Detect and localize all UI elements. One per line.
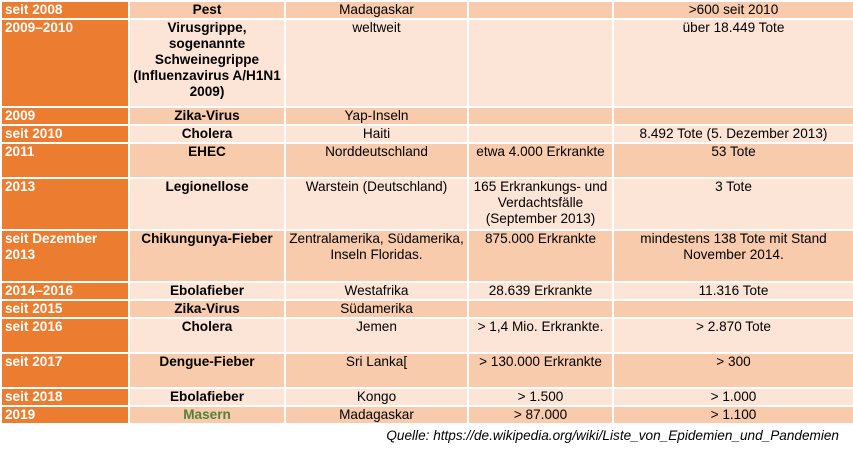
cases-cell [467,124,614,144]
region-cell: Haiti [284,124,469,144]
cases-cell [467,106,614,126]
cases-cell: > 87.000 [467,405,614,425]
table-row: seit Dezember 2013 Chikungunya-Fieber Ze… [0,229,853,283]
region-cell: Yap-Inseln [284,106,469,126]
cases-cell: 165 Erkrankungs- und Verdachtsfälle (Sep… [467,177,614,231]
year-cell: 2014–2016 [0,281,130,301]
disease-cell: Virusgrippe, sogenannte Schweinegrippe (… [128,18,286,108]
cases-cell [467,299,614,319]
disease-cell: Ebolafieber [128,281,286,301]
deaths-cell: über 18.449 Tote [612,18,853,108]
cases-cell [467,0,614,20]
deaths-cell: mindestens 138 Tote mit Stand November 2… [612,229,853,283]
region-cell: Madagaskar [284,405,469,425]
disease-cell: Masern [128,405,286,425]
year-cell: 2009–2010 [0,18,130,108]
deaths-cell: > 2.870 Tote [612,317,853,354]
region-cell: Zentralamerika, Südamerika, Inseln Flori… [284,229,469,283]
year-cell: seit Dezember 2013 [0,229,130,283]
table-row: seit 2017 Dengue-Fieber Sri Lanka[ > 130… [0,352,853,389]
region-cell: Norddeutschland [284,142,469,179]
cases-cell: > 1.500 [467,387,614,407]
disease-cell: Cholera [128,317,286,354]
deaths-cell: > 1.100 [612,405,853,425]
region-cell: Warstein (Deutschland) [284,177,469,231]
region-cell: Madagaskar [284,0,469,20]
region-cell: Sri Lanka[ [284,352,469,389]
region-cell: Jemen [284,317,469,354]
deaths-cell: > 1.000 [612,387,853,407]
table-row: seit 2010 Cholera Haiti 8.492 Tote (5. D… [0,124,853,144]
disease-cell: Zika-Virus [128,299,286,319]
table-row: 2009–2010 Virusgrippe, sogenannte Schwei… [0,18,853,108]
year-cell: seit 2018 [0,387,130,407]
epidemics-table: seit 2008 Pest Madagaskar >600 seit 2010… [0,0,853,425]
source-caption: Quelle: https://de.wikipedia.org/wiki/Li… [386,428,839,443]
disease-cell: EHEC [128,142,286,179]
region-cell: weltweit [284,18,469,108]
disease-cell: Chikungunya-Fieber [128,229,286,283]
year-cell: seit 2016 [0,317,130,354]
table-row: 2009 Zika-Virus Yap-Inseln [0,106,853,126]
deaths-cell: 11.316 Tote [612,281,853,301]
year-cell: seit 2015 [0,299,130,319]
deaths-cell: 3 Tote [612,177,853,231]
disease-cell: Legionellose [128,177,286,231]
disease-cell: Cholera [128,124,286,144]
region-cell: Kongo [284,387,469,407]
table-row: 2013 Legionellose Warstein (Deutschland)… [0,177,853,231]
deaths-cell: > 300 [612,352,853,389]
deaths-cell [612,299,853,319]
year-cell: 2019 [0,405,130,425]
table-row: 2019 Masern Madagaskar > 87.000 > 1.100 [0,405,853,425]
year-cell: 2011 [0,142,130,179]
year-cell: seit 2010 [0,124,130,144]
table-row: seit 2015 Zika-Virus Südamerika [0,299,853,319]
table-row: seit 2008 Pest Madagaskar >600 seit 2010 [0,0,853,20]
deaths-cell: 8.492 Tote (5. Dezember 2013) [612,124,853,144]
cases-cell: 875.000 Erkrankte [467,229,614,283]
deaths-cell [612,106,853,126]
cases-cell: 28.639 Erkrankte [467,281,614,301]
cases-cell: > 130.000 Erkrankte [467,352,614,389]
table-row: 2011 EHEC Norddeutschland etwa 4.000 Erk… [0,142,853,179]
region-cell: Südamerika [284,299,469,319]
cases-cell: etwa 4.000 Erkrankte [467,142,614,179]
table-row: seit 2018 Ebolafieber Kongo > 1.500 > 1.… [0,387,853,407]
disease-cell: Zika-Virus [128,106,286,126]
year-cell: 2009 [0,106,130,126]
table-row: seit 2016 Cholera Jemen > 1,4 Mio. Erkra… [0,317,853,354]
disease-cell: Pest [128,0,286,20]
table-row: 2014–2016 Ebolafieber Westafrika 28.639 … [0,281,853,301]
deaths-cell: >600 seit 2010 [612,0,853,20]
cases-cell [467,18,614,108]
cases-cell: > 1,4 Mio. Erkrankte. [467,317,614,354]
deaths-cell: 53 Tote [612,142,853,179]
disease-cell: Ebolafieber [128,387,286,407]
region-cell: Westafrika [284,281,469,301]
year-cell: seit 2017 [0,352,130,389]
year-cell: seit 2008 [0,0,130,20]
disease-cell: Dengue-Fieber [128,352,286,389]
year-cell: 2013 [0,177,130,231]
